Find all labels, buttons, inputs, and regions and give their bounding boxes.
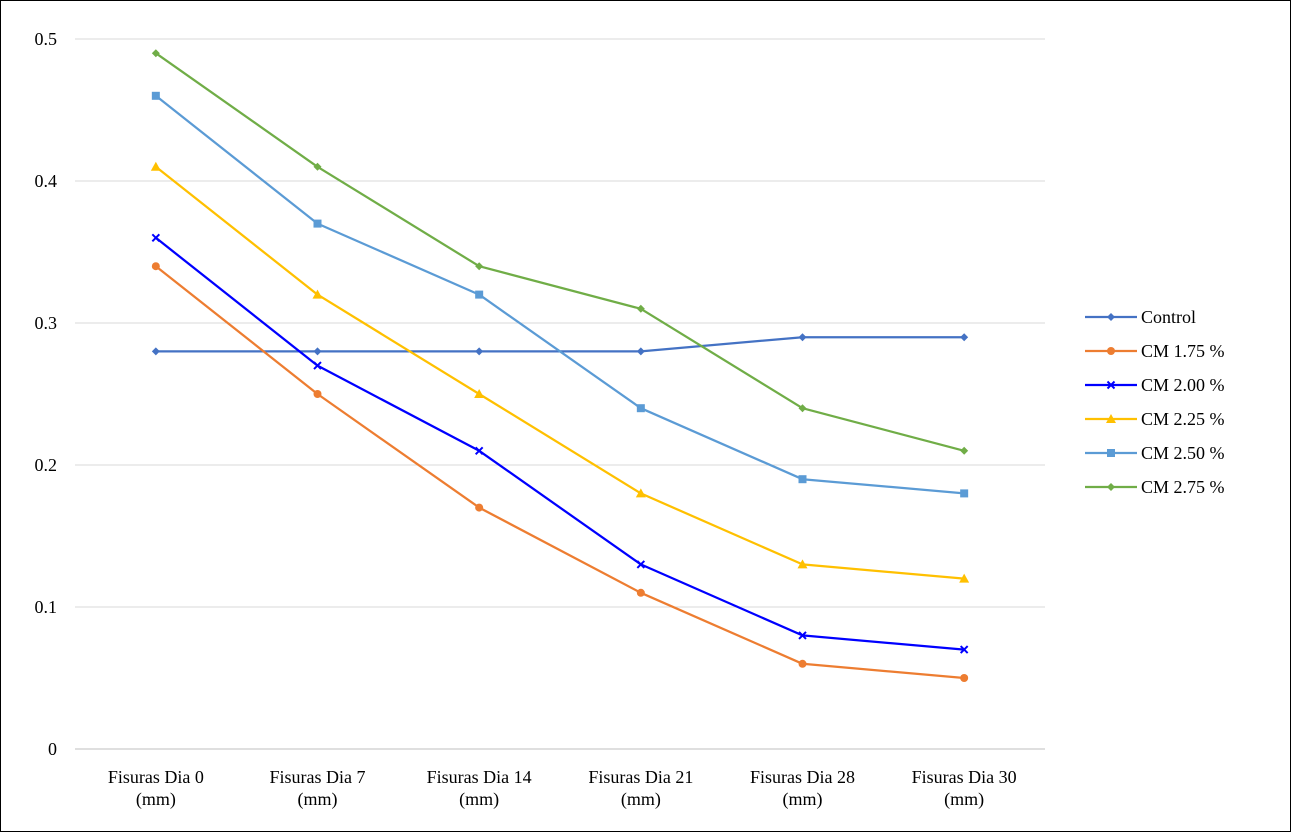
series-2 — [151, 233, 969, 654]
data-point — [798, 333, 807, 342]
legend-label: CM 2.75 % — [1141, 477, 1225, 497]
series-3 — [150, 161, 970, 583]
series-line — [155, 265, 965, 680]
y-axis-ticks: 0 0.1 0.2 0.3 0.4 0.5 — [35, 29, 58, 759]
data-point — [313, 390, 322, 398]
data-point — [475, 290, 484, 299]
y-tick-label: 0 — [48, 739, 57, 759]
data-point — [798, 659, 807, 668]
x-category-line: Fisuras Dia 0 — [108, 767, 204, 787]
data-point — [151, 233, 161, 243]
y-tick-label: 0.3 — [35, 313, 58, 333]
data-point — [1107, 449, 1115, 457]
series-line — [155, 236, 965, 651]
y-tick-label: 0.2 — [35, 455, 58, 475]
y-tick-label: 0.4 — [35, 171, 58, 191]
data-point — [1107, 483, 1115, 491]
x-category-label: Fisuras Dia 28 (mm) — [750, 767, 855, 810]
data-point — [313, 219, 322, 228]
data-point — [960, 446, 969, 455]
x-category-label: Fisuras Dia 14 (mm) — [427, 767, 532, 810]
x-category-line: (mm) — [298, 789, 338, 810]
legend-label: CM 1.75 % — [1141, 341, 1225, 361]
x-category-label: Fisuras Dia 21 (mm) — [588, 767, 693, 810]
data-point — [474, 389, 485, 398]
data-point — [635, 488, 646, 498]
gridlines — [75, 38, 1045, 750]
series-group — [150, 49, 970, 682]
series-5 — [151, 49, 969, 455]
data-point — [636, 560, 646, 569]
series-line — [155, 52, 965, 452]
data-point — [959, 573, 970, 583]
legend-label: CM 2.25 % — [1141, 409, 1225, 429]
data-point — [151, 91, 160, 100]
x-axis-categories: Fisuras Dia 0 (mm)Fisuras Dia 7 (mm)Fisura… — [108, 767, 1017, 810]
legend-label: CM 2.00 % — [1141, 375, 1225, 395]
data-point — [1107, 347, 1115, 355]
y-tick-label: 0.1 — [35, 597, 58, 617]
data-point — [151, 49, 160, 58]
legend-entry: CM 1.75 % — [1085, 341, 1225, 361]
legend-label: CM 2.50 % — [1141, 443, 1225, 463]
data-point — [636, 404, 645, 413]
legend-label: Control — [1141, 307, 1196, 327]
data-point — [150, 161, 161, 171]
data-point — [475, 503, 484, 512]
data-point — [312, 289, 323, 299]
series-1 — [151, 262, 969, 682]
data-point — [797, 559, 808, 569]
x-category-line: (mm) — [944, 789, 984, 810]
data-point — [636, 347, 645, 356]
legend-entry: CM 2.50 % — [1085, 443, 1225, 463]
data-point — [313, 162, 322, 171]
data-point — [798, 404, 807, 413]
data-point — [798, 475, 807, 484]
data-point — [1106, 414, 1116, 423]
x-category-line: (mm) — [621, 789, 661, 810]
data-point — [1106, 380, 1116, 390]
data-point — [798, 631, 807, 640]
x-category-label: Fisuras Dia 30 (mm) — [912, 767, 1017, 810]
data-point — [960, 489, 969, 498]
y-tick-label: 0.5 — [35, 29, 58, 49]
x-category-line: (mm) — [459, 789, 499, 810]
x-category-line: Fisuras Dia 21 — [588, 767, 693, 787]
data-point — [959, 645, 969, 654]
x-category-line: (mm) — [136, 789, 176, 810]
data-point — [960, 333, 969, 342]
x-category-line: Fisuras Dia 14 — [427, 767, 532, 787]
data-point — [636, 588, 645, 597]
x-category-line: Fisuras Dia 7 — [270, 767, 366, 787]
data-point — [474, 446, 484, 456]
data-point — [475, 262, 484, 271]
data-point — [151, 347, 160, 356]
data-point — [960, 674, 969, 682]
series-4 — [151, 91, 969, 498]
data-point — [475, 347, 484, 356]
legend-entry: CM 2.25 % — [1085, 409, 1225, 429]
data-point — [1107, 313, 1115, 321]
x-category-label: Fisuras Dia 7 (mm) — [270, 767, 366, 810]
legend: Control CM 1.75 % CM 2.00 % CM 2.25 % CM 2.5… — [1085, 307, 1225, 497]
legend-entry: CM 2.00 % — [1085, 375, 1225, 395]
data-point — [313, 347, 322, 356]
legend-entry: CM 2.75 % — [1085, 477, 1225, 497]
data-point — [151, 262, 160, 271]
series-line — [155, 94, 965, 495]
data-point — [313, 361, 322, 370]
series-line — [155, 336, 965, 353]
series-line — [155, 165, 965, 580]
x-category-line: Fisuras Dia 28 — [750, 767, 855, 787]
legend-entry: Control — [1085, 307, 1196, 327]
x-category-line: Fisuras Dia 30 — [912, 767, 1017, 787]
x-category-line: (mm) — [783, 789, 823, 810]
x-category-label: Fisuras Dia 0 (mm) — [108, 767, 204, 810]
data-point — [636, 304, 645, 313]
